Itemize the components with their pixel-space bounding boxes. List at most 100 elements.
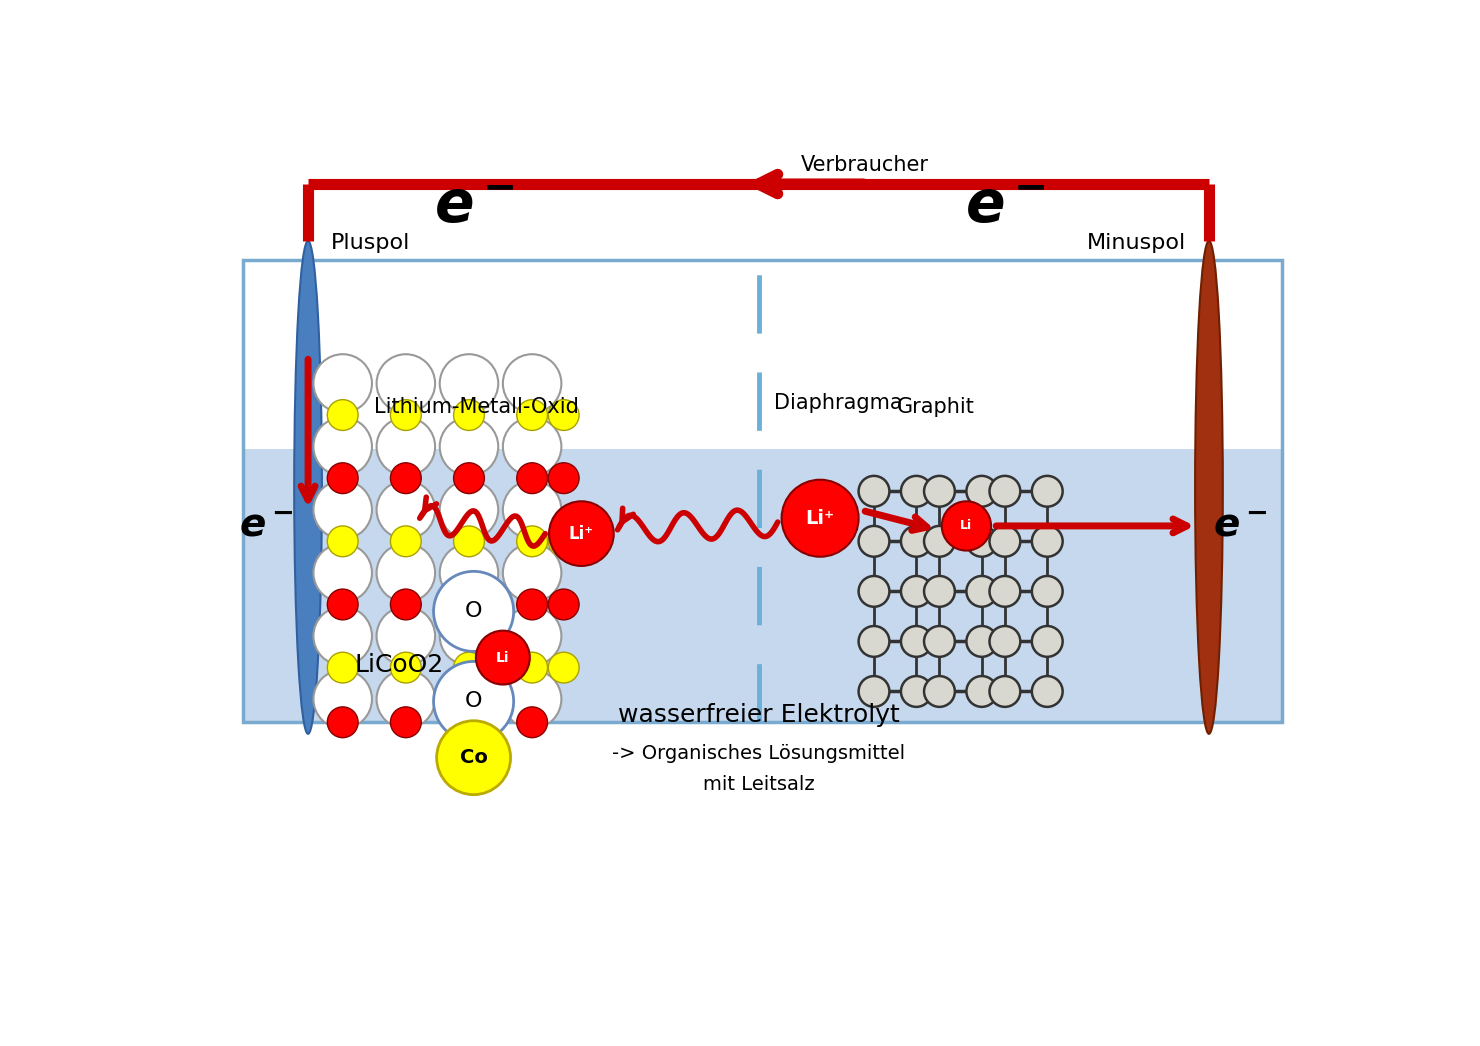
Circle shape: [376, 480, 435, 539]
Text: LiCoO2: LiCoO2: [354, 654, 444, 678]
Ellipse shape: [295, 241, 323, 734]
Circle shape: [548, 462, 579, 494]
Circle shape: [966, 676, 998, 707]
Circle shape: [924, 626, 955, 657]
Text: Li: Li: [961, 520, 972, 532]
Circle shape: [503, 355, 561, 413]
Circle shape: [327, 589, 358, 620]
Circle shape: [440, 480, 499, 539]
Circle shape: [1032, 626, 1063, 657]
Circle shape: [327, 707, 358, 737]
Circle shape: [548, 589, 579, 620]
Text: $\bfit{e}^-$: $\bfit{e}^-$: [238, 507, 293, 545]
Circle shape: [901, 576, 932, 607]
Circle shape: [453, 462, 484, 494]
Circle shape: [391, 653, 422, 683]
Text: Verbraucher: Verbraucher: [801, 155, 929, 175]
Circle shape: [314, 417, 371, 476]
Circle shape: [314, 544, 371, 602]
Text: $\bfit{e}^-$: $\bfit{e}^-$: [434, 179, 514, 235]
Text: O: O: [465, 601, 482, 621]
Circle shape: [440, 417, 499, 476]
Circle shape: [391, 589, 422, 620]
Circle shape: [327, 653, 358, 683]
Circle shape: [901, 526, 932, 556]
Text: $\bfit{e}^-$: $\bfit{e}^-$: [965, 179, 1045, 235]
Text: Pluspol: Pluspol: [332, 232, 410, 252]
Circle shape: [858, 676, 889, 707]
Circle shape: [503, 417, 561, 476]
Circle shape: [990, 476, 1020, 506]
Circle shape: [858, 526, 889, 556]
Circle shape: [924, 676, 955, 707]
Circle shape: [858, 476, 889, 506]
Circle shape: [517, 707, 548, 737]
Circle shape: [503, 480, 561, 539]
Circle shape: [376, 669, 435, 728]
Circle shape: [901, 626, 932, 657]
Circle shape: [966, 476, 998, 506]
Circle shape: [440, 607, 499, 665]
Circle shape: [924, 526, 955, 556]
Circle shape: [1032, 476, 1063, 506]
Text: Li⁺: Li⁺: [568, 525, 593, 543]
Text: Li: Li: [496, 651, 509, 664]
Circle shape: [327, 462, 358, 494]
Circle shape: [901, 676, 932, 707]
Circle shape: [941, 501, 992, 550]
Text: $\bfit{e}^-$: $\bfit{e}^-$: [1212, 507, 1267, 545]
Circle shape: [376, 544, 435, 602]
Circle shape: [453, 707, 484, 737]
Circle shape: [966, 576, 998, 607]
Circle shape: [440, 544, 499, 602]
Circle shape: [376, 607, 435, 665]
Text: mit Leitsalz: mit Leitsalz: [703, 775, 814, 794]
Circle shape: [453, 526, 484, 556]
Circle shape: [924, 476, 955, 506]
Circle shape: [503, 669, 561, 728]
Circle shape: [517, 653, 548, 683]
Bar: [243, 260, 1282, 449]
Circle shape: [314, 355, 371, 413]
Circle shape: [453, 653, 484, 683]
Bar: [243, 260, 1282, 723]
Circle shape: [781, 480, 858, 556]
Circle shape: [858, 626, 889, 657]
Circle shape: [391, 462, 422, 494]
Text: O: O: [465, 691, 482, 711]
Circle shape: [548, 653, 579, 683]
Circle shape: [327, 400, 358, 431]
Text: -> Organisches Lösungsmittel: -> Organisches Lösungsmittel: [611, 745, 906, 764]
Circle shape: [1032, 526, 1063, 556]
Circle shape: [314, 669, 371, 728]
Ellipse shape: [1194, 241, 1222, 734]
Circle shape: [548, 526, 579, 556]
Circle shape: [1032, 676, 1063, 707]
Circle shape: [517, 589, 548, 620]
Circle shape: [990, 576, 1020, 607]
Circle shape: [503, 544, 561, 602]
Circle shape: [477, 631, 530, 684]
Circle shape: [503, 607, 561, 665]
Circle shape: [966, 526, 998, 556]
Circle shape: [434, 571, 514, 652]
Circle shape: [376, 355, 435, 413]
Circle shape: [990, 676, 1020, 707]
Circle shape: [1032, 576, 1063, 607]
Circle shape: [453, 589, 484, 620]
Circle shape: [391, 526, 422, 556]
Circle shape: [314, 607, 371, 665]
Circle shape: [434, 661, 514, 742]
Circle shape: [376, 417, 435, 476]
Text: wasserfreier Elektrolyt: wasserfreier Elektrolyt: [617, 703, 900, 727]
Circle shape: [990, 626, 1020, 657]
Circle shape: [517, 526, 548, 556]
Circle shape: [549, 501, 614, 566]
Circle shape: [548, 400, 579, 431]
Text: Li⁺: Li⁺: [805, 508, 835, 528]
Text: Diaphragma: Diaphragma: [774, 392, 903, 413]
Circle shape: [314, 480, 371, 539]
Circle shape: [391, 707, 422, 737]
Circle shape: [391, 400, 422, 431]
Circle shape: [453, 400, 484, 431]
